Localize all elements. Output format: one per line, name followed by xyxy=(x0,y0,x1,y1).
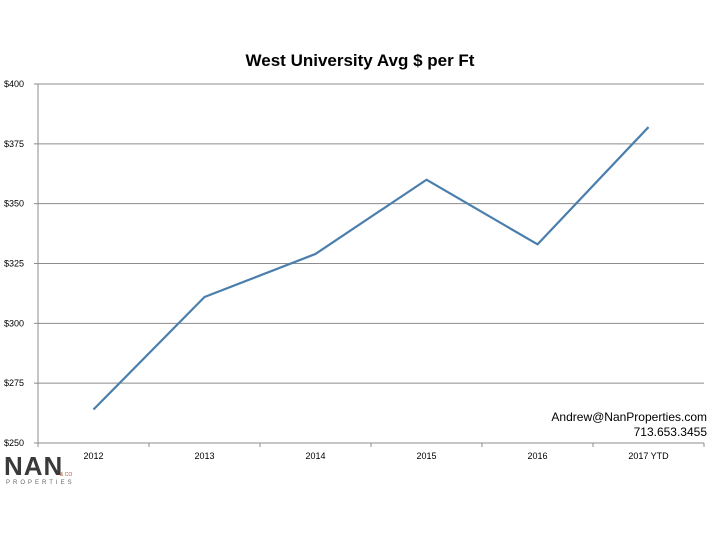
y-tick-label: $300 xyxy=(4,318,24,328)
x-tick-label: 2017 YTD xyxy=(628,451,669,461)
contact-email: Andrew@NanProperties.com xyxy=(551,410,707,424)
x-tick-label: 2015 xyxy=(416,451,436,461)
company-logo: NAN & CO PROPERTIES xyxy=(4,452,84,490)
x-axis: 2012 2013 2014 2015 2016 2017 YTD xyxy=(37,442,705,461)
x-tick-label: 2014 xyxy=(305,451,325,461)
x-tick-label: 2016 xyxy=(527,451,547,461)
series-line xyxy=(92,126,650,411)
chart-title: West University Avg $ per Ft xyxy=(246,51,475,70)
y-axis: $250 $275 $300 $325 $350 $375 $400 xyxy=(4,79,39,448)
logo-co: & CO xyxy=(60,472,73,478)
logo-wordmark: NAN xyxy=(4,451,64,481)
gridlines xyxy=(38,83,704,384)
y-tick-label: $250 xyxy=(4,438,24,448)
x-tick-label: 2012 xyxy=(83,451,103,461)
y-tick-label: $375 xyxy=(4,139,24,149)
y-tick-label: $350 xyxy=(4,199,24,209)
y-tick-label: $400 xyxy=(4,79,24,89)
contact-phone: 713.653.3455 xyxy=(633,425,707,439)
logo-subtitle: PROPERTIES xyxy=(6,480,75,486)
y-tick-label: $325 xyxy=(4,259,24,269)
series-layer xyxy=(92,126,650,411)
x-tick-label: 2013 xyxy=(194,451,214,461)
y-tick-label: $275 xyxy=(4,378,24,388)
contact-info: Andrew@NanProperties.com 713.653.3455 xyxy=(551,410,707,440)
